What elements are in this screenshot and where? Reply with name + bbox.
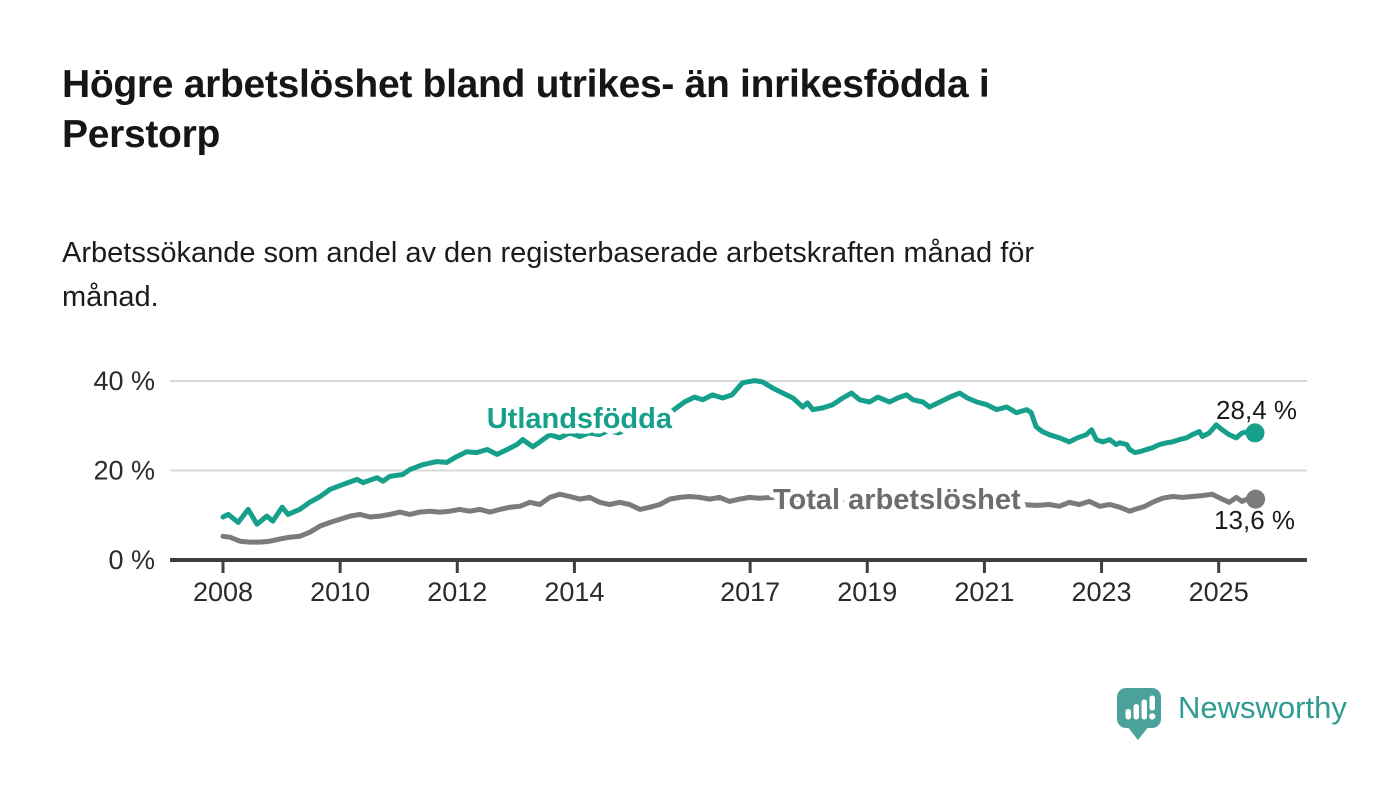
chart-subtitle: Arbetssökande som andel av den registerb… [62, 231, 1034, 319]
series-end-dot-0 [1245, 423, 1265, 443]
page-title: Högre arbetslöshet bland utrikes- än inr… [62, 60, 990, 160]
chart-subtitle-line-1: Arbetssökande som andel av den registerb… [62, 237, 1035, 269]
x-tick-label-2008: 2008 [193, 577, 253, 607]
newsworthy-bar-chart-bubble-icon [1117, 688, 1161, 740]
x-tick-label-2014: 2014 [544, 577, 604, 607]
brand-name: Newsworthy [1178, 690, 1347, 725]
series-end-value-1: 13,6 % [1214, 505, 1295, 535]
series-label-1: Total arbetslöshet [773, 484, 1021, 516]
x-tick-label-2017: 2017 [720, 577, 780, 607]
series-end-value-0: 28,4 % [1216, 395, 1297, 425]
x-tick-label-2023: 2023 [1072, 577, 1132, 607]
series-line-0 [220, 378, 1258, 527]
page-title-line-2: Perstorp [62, 113, 220, 156]
brand-logo: Newsworthy [1117, 688, 1347, 742]
page-title-line-1: Högre arbetslöshet bland utrikes- än inr… [62, 63, 990, 106]
x-tick-label-2010: 2010 [310, 577, 370, 607]
x-tick-label-2025: 2025 [1189, 577, 1249, 607]
series-label-0: Utlandsfödda [487, 403, 673, 435]
chart-subtitle-line-2: månad. [62, 281, 159, 313]
y-tick-label-0: 0 % [108, 545, 155, 575]
series-line-1 [220, 491, 1259, 545]
y-tick-label-20: 20 % [93, 456, 155, 486]
x-tick-label-2019: 2019 [837, 577, 897, 607]
x-tick-label-2012: 2012 [427, 577, 487, 607]
series-end-dot-1 [1246, 489, 1266, 509]
x-tick-label-2021: 2021 [954, 577, 1014, 607]
y-tick-label-40: 40 % [93, 366, 155, 396]
